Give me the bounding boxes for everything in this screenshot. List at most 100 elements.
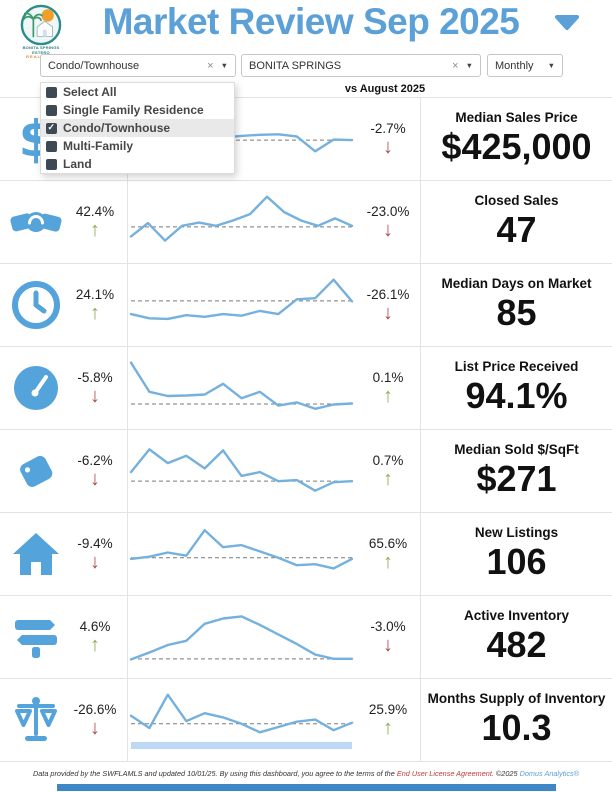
trend-sparkline [129,195,354,242]
metric-icon-cell: 24.1% ↑ [0,264,127,346]
trend-sparkline [129,693,354,749]
eula-link[interactable]: End User License Agreement. [396,769,494,778]
arrow-down-icon: ↓ [90,551,100,573]
metric-value: 85 [496,292,537,333]
metric-label: List Price Received [454,359,579,374]
metric-summary-cell: Median Sales Price $425,000 [421,98,612,180]
property-type-dropdown-panel: Select All Single Family Residence Condo/T… [40,82,235,174]
mom-change: -3.0% ↓ [358,619,418,655]
dropdown-option[interactable]: Single Family Residence [41,101,234,119]
dropdown-option[interactable]: Select All [41,83,234,101]
arrow-up-icon: ↑ [90,219,100,241]
arrow-up-icon: ↑ [383,717,393,739]
metric-summary-cell: List Price Received 94.1% [421,347,612,429]
percent-change-value: -5.8% [77,370,113,385]
period-select[interactable]: Monthly ▼ [487,54,563,77]
checkbox-icon[interactable] [46,158,57,170]
arrow-down-icon: ↓ [383,136,393,158]
chevron-down-icon[interactable]: ▼ [547,61,555,70]
yoy-change: -26.6% ↓ [63,702,127,738]
checkbox-icon[interactable] [46,104,57,116]
mom-change: -2.7% ↓ [358,121,418,157]
metric-value: $425,000 [441,126,592,167]
mom-change: 65.6% ↑ [358,536,418,572]
yoy-change: 42.4% ↑ [63,204,127,240]
gauge-icon [9,361,63,415]
trend-line [129,693,354,734]
metric-row: -26.6% ↓ 25.9% ↑ Months Supply of Inventory 1… [0,679,612,762]
metric-icon-cell: 4.6% ↑ [0,596,127,678]
mom-change: 0.1% ↑ [358,370,418,406]
metric-value: 94.1% [465,375,568,416]
yoy-change: 4.6% ↑ [63,619,127,655]
metric-value: 10.3 [481,707,552,748]
percent-change-value: -3.0% [370,619,406,634]
property-type-select[interactable]: Condo/Townhouse × ▼ [40,54,236,77]
brand-logo: BONITA SPRINGS ESTERO REALTORS [15,4,67,60]
balanced-market-band [131,742,352,749]
chevron-down-icon[interactable]: ▼ [220,61,228,70]
percent-change-value: 0.7% [372,453,404,468]
metric-trend-cell: -26.1% ↓ [127,264,421,346]
dropdown-option[interactable]: Condo/Townhouse [41,119,234,137]
metric-value: 106 [486,541,547,582]
city-value: BONITA SPRINGS [249,59,342,72]
trend-line [129,278,354,321]
metric-label: Median Sold $/SqFt [454,442,579,457]
metric-icon-cell: 42.4% ↑ [0,181,127,263]
metric-row: -9.4% ↓ 65.6% ↑ New Listings 106 [0,513,612,596]
dropdown-option-label: Single Family Residence [63,103,204,117]
percent-change-value: -26.1% [366,287,410,302]
checkbox-icon[interactable] [46,140,57,152]
checkbox-checked-icon[interactable] [46,122,57,134]
metric-label: Months Supply of Inventory [427,691,606,706]
header-expand-arrow-icon[interactable] [554,14,580,32]
metric-trend-cell: 0.1% ↑ [127,347,421,429]
percent-change-value: 0.1% [372,370,404,385]
comparison-label: vs August 2025 [344,83,426,95]
house-icon [9,527,63,581]
trend-sparkline [129,361,354,410]
brand-link[interactable]: Domus Analytics® [519,769,580,778]
period-value: Monthly [495,59,534,72]
metric-trend-cell: 25.9% ↑ [127,679,421,761]
bottom-accent-bar [57,784,556,791]
chevron-down-icon[interactable]: ▼ [465,61,473,70]
city-select[interactable]: BONITA SPRINGS × ▼ [241,54,481,77]
dropdown-option[interactable]: Multi-Family [41,137,234,155]
metrics-table: $ -2.7% ↓ Median Sales Price $425,000 42.4% ↑ -… [0,97,612,762]
metric-row: -6.2% ↓ 0.7% ↑ Median Sold $/SqFt $271 [0,430,612,513]
percent-change-value: 42.4% [75,204,115,219]
percent-change-value: -6.2% [77,453,113,468]
metric-label: Active Inventory [463,608,570,623]
percent-change-value: -23.0% [366,204,410,219]
metric-row: 42.4% ↑ -23.0% ↓ Closed Sales 47 [0,181,612,264]
metric-value: $271 [476,458,557,499]
metric-row: $ -2.7% ↓ Median Sales Price $425,000 [0,98,612,181]
mom-change: -26.1% ↓ [358,287,418,323]
percent-change-value: -9.4% [77,536,113,551]
percent-change-value: -26.6% [73,702,117,717]
checkbox-icon[interactable] [46,86,57,98]
trend-line [129,195,354,242]
dropdown-option-label: Condo/Townhouse [63,121,171,135]
arrow-up-icon: ↑ [90,634,100,656]
trend-line [129,528,354,570]
clear-icon[interactable]: × [207,59,214,72]
metric-label: Median Sales Price [455,110,578,125]
trend-line [129,615,354,661]
handshake-icon [9,195,63,249]
brand-logo-text: BONITA SPRINGS ESTERO [22,45,60,55]
percent-change-value: 4.6% [79,619,111,634]
scales-icon [9,693,63,747]
clear-icon[interactable]: × [452,59,459,72]
dropdown-option[interactable]: Land [41,155,234,173]
metric-summary-cell: Active Inventory 482 [421,596,612,678]
metric-trend-cell: 0.7% ↑ [127,430,421,512]
trend-line [129,448,354,492]
trend-sparkline [129,448,354,492]
dropdown-option-label: Select All [63,85,117,99]
tag-icon [9,444,63,498]
percent-change-value: 65.6% [368,536,408,551]
trend-sparkline [129,278,354,321]
